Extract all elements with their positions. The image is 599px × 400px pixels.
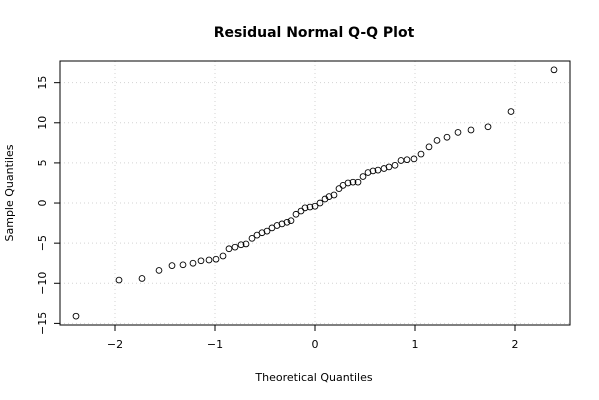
data-point	[454, 129, 462, 136]
y-tick-label: 0	[36, 200, 49, 207]
data-point	[168, 262, 176, 269]
data-point	[344, 179, 352, 187]
chart-title: Residual Normal Q-Q Plot	[214, 25, 415, 41]
y-tick-label: 15	[36, 76, 49, 90]
data-point	[349, 178, 357, 186]
data-point	[242, 240, 250, 248]
data-point	[72, 312, 80, 320]
data-point	[354, 178, 362, 186]
y-tick-label: −15	[36, 312, 49, 335]
data-point	[443, 133, 451, 141]
x-tick-label: 2	[512, 338, 519, 351]
data-point	[301, 204, 309, 212]
x-axis-label: Theoretical Quantiles	[254, 371, 372, 384]
x-tick-label: 0	[312, 338, 319, 351]
data-point	[316, 199, 324, 207]
data-point	[237, 241, 245, 249]
data-point	[374, 166, 382, 174]
data-point	[391, 161, 399, 169]
data-point	[179, 261, 187, 269]
data-point	[205, 256, 213, 264]
data-point	[335, 185, 343, 192]
data-point	[403, 156, 411, 164]
x-tick-label: 1	[412, 338, 419, 351]
x-tick-label: −2	[107, 338, 123, 351]
data-points	[72, 66, 558, 320]
x-tick-label: −1	[207, 338, 223, 351]
data-point	[330, 191, 338, 199]
y-tick-label: −10	[36, 272, 49, 295]
data-point	[425, 143, 433, 151]
data-point	[231, 243, 239, 251]
x-axis: −2 −1 0 1 2	[107, 324, 519, 351]
data-point	[248, 234, 256, 242]
data-point	[417, 150, 425, 158]
data-point	[155, 267, 163, 274]
data-point	[433, 137, 441, 144]
data-point	[467, 126, 475, 134]
data-point	[197, 257, 205, 265]
data-point	[306, 203, 314, 211]
data-point	[219, 252, 227, 260]
data-point	[484, 123, 492, 131]
grid	[60, 61, 570, 325]
data-point	[550, 66, 558, 74]
data-point	[369, 167, 377, 175]
data-point	[287, 217, 295, 225]
data-point	[283, 218, 291, 226]
data-point	[359, 173, 367, 180]
data-point	[138, 275, 146, 282]
data-point	[297, 207, 305, 215]
data-point	[311, 202, 319, 210]
data-point	[212, 255, 220, 263]
data-point	[115, 276, 123, 284]
y-axis: −15 −10 −5 0 5 10 15	[36, 76, 61, 335]
y-tick-label: 10	[36, 116, 49, 130]
y-tick-label: 5	[36, 159, 49, 166]
y-tick-label: −5	[36, 235, 49, 251]
y-axis-label: Sample Quantiles	[3, 144, 16, 241]
data-point	[385, 163, 393, 171]
data-point	[263, 227, 271, 235]
data-point	[225, 245, 233, 253]
data-point	[507, 108, 515, 115]
data-point	[410, 155, 418, 163]
data-point	[189, 259, 197, 267]
data-point	[292, 210, 300, 218]
